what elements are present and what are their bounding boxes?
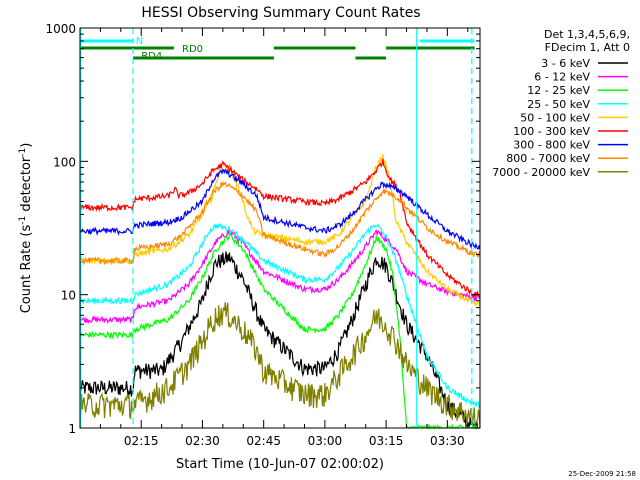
tick-layer: 02:15 02:30 02:45 03:00 03:15 03:30 1 10 100 1000 bbox=[45, 22, 480, 448]
series-line-800-7000-kev bbox=[79, 180, 481, 266]
series-line-300-800-kev bbox=[79, 168, 481, 250]
x-tick-label-03-00: 03:00 bbox=[308, 434, 343, 448]
y-axis-label-mid: detector bbox=[19, 156, 34, 216]
legend-header-line1: Det 1,3,4,5,6,9, bbox=[544, 28, 630, 41]
x-tick-label-03-30: 03:30 bbox=[430, 434, 465, 448]
y-axis-label-end: ) bbox=[19, 143, 34, 148]
plot-frame bbox=[79, 27, 481, 429]
y-axis-label: Count Rate (s-1 detector-1) bbox=[18, 143, 34, 314]
legend: Det 1,3,4,5,6,9, FDecim 1, Att 0 3 - 6 k… bbox=[492, 28, 630, 179]
x-tick-label-02-45: 02:45 bbox=[246, 434, 281, 448]
x-tick-label-02-15: 02:15 bbox=[124, 434, 159, 448]
series-line-7000-20000-kev bbox=[79, 302, 481, 429]
series-line-6-12-kev bbox=[79, 227, 481, 325]
legend-label-25-50-kev: 25 - 50 keV bbox=[527, 98, 590, 111]
x-axis-label: Start Time (10-Jun-07 02:00:02) bbox=[176, 457, 384, 472]
y-axis-label-main: Count Rate (s bbox=[19, 225, 34, 314]
series-line-3-6-kev bbox=[79, 251, 480, 430]
series-line-25-50-kev bbox=[80, 222, 481, 409]
legend-label-6-12-kev: 6 - 12 keV bbox=[534, 71, 590, 84]
x-tick-label-03-15: 03:15 bbox=[369, 434, 404, 448]
legend-header-line2: FDecim 1, Att 0 bbox=[545, 41, 630, 54]
x-tick-label-02-30: 02:30 bbox=[185, 434, 220, 448]
state-label-rd0: RD0 bbox=[182, 44, 203, 55]
legend-label-50-100-kev: 50 - 100 keV bbox=[520, 111, 590, 124]
y-axis-label-sup2: -1 bbox=[18, 148, 28, 157]
legend-label-7000-20000-kev: 7000 - 20000 keV bbox=[492, 166, 590, 179]
state-layer: N RD0 RD4 bbox=[80, 36, 475, 62]
y-tick-label-1000: 1000 bbox=[45, 22, 76, 36]
state-label-rd4: RD4 bbox=[141, 51, 162, 62]
legend-label-12-25-kev: 12 - 25 keV bbox=[527, 84, 590, 97]
series-line-100-300-kev bbox=[79, 158, 481, 298]
y-tick-label-1: 1 bbox=[68, 422, 76, 436]
series-line-12-25-kev bbox=[79, 231, 480, 430]
y-axis-label-sup1: -1 bbox=[18, 216, 28, 225]
y-tick-label-100: 100 bbox=[53, 155, 76, 169]
state-label-n: N bbox=[136, 36, 143, 47]
legend-label-300-800-kev: 300 - 800 keV bbox=[513, 139, 590, 152]
legend-label-100-300-kev: 100 - 300 keV bbox=[513, 125, 590, 138]
timestamp: 25-Dec-2009 21:58 bbox=[568, 470, 636, 478]
vline-layer bbox=[80, 28, 473, 428]
legend-label-800-7000-kev: 800 - 7000 keV bbox=[506, 152, 590, 165]
chart-title: HESSI Observing Summary Count Rates bbox=[141, 5, 420, 21]
series-layer bbox=[79, 153, 481, 430]
series-line-50-100-kev bbox=[79, 153, 481, 307]
legend-label-3-6-kev: 3 - 6 keV bbox=[541, 57, 590, 70]
y-tick-label-10: 10 bbox=[61, 289, 76, 303]
